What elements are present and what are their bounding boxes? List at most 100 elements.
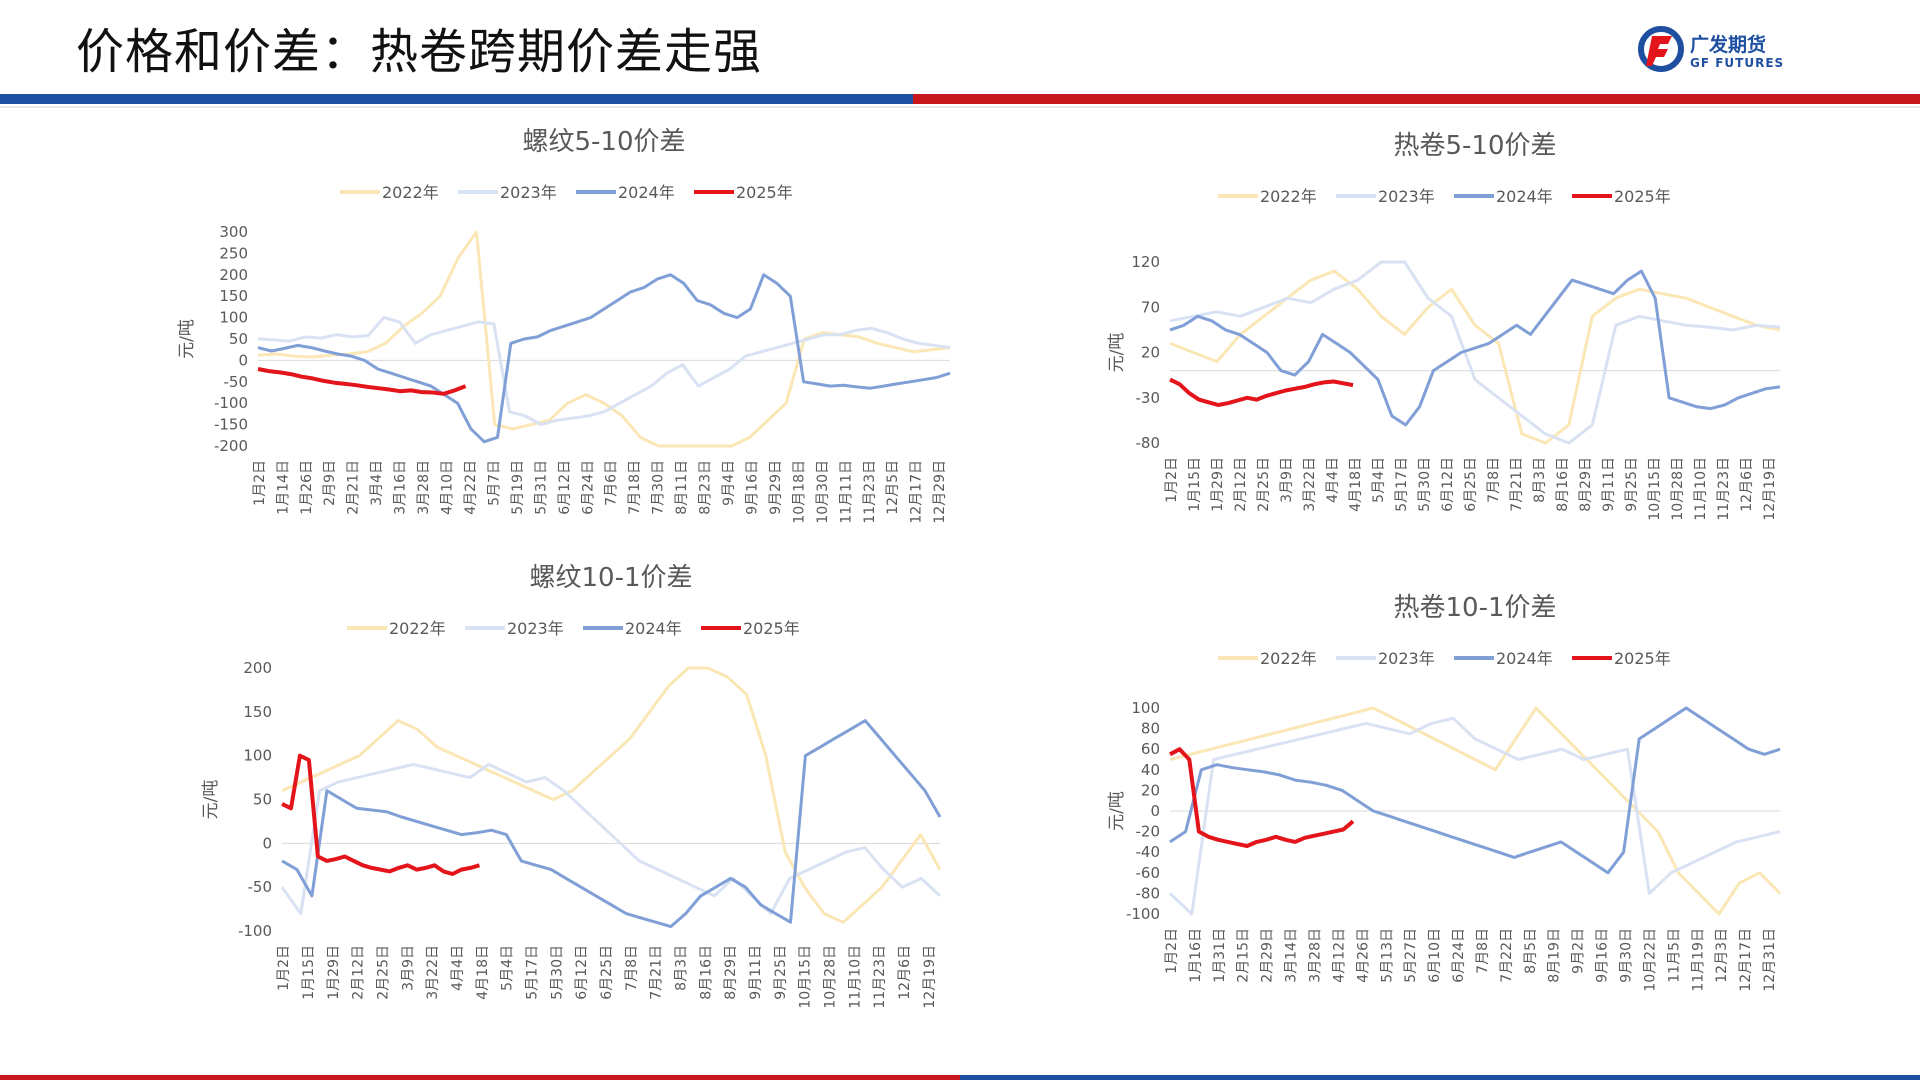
x-tick-label: 5月17日 (1394, 457, 1410, 512)
x-tick-label: 10月15日 (1647, 457, 1663, 521)
y-tick-label: -30 (1136, 389, 1161, 407)
x-tick-label: 4月26日 (1355, 928, 1371, 983)
legend-label: 2025年 (743, 619, 800, 638)
x-tick-label: 4月18日 (475, 945, 491, 1000)
y-tick-label: 100 (243, 747, 272, 765)
logo-text-cn: 广发期货 (1690, 34, 1767, 56)
legend-item: 2023年 (1336, 649, 1435, 668)
x-tick-label: 2月29日 (1260, 928, 1276, 983)
x-tick-label: 3月9日 (400, 945, 416, 991)
legend-label: 2024年 (625, 619, 682, 638)
x-tick-label: 11月5日 (1666, 928, 1682, 983)
chart-title: 螺纹10-1价差 (529, 563, 692, 593)
chart-svg: 螺纹10-1价差 2022年 2023年 2024年 2025年 -100 -50 0 50 10… (201, 563, 942, 1009)
x-tick-label: 12月31日 (1762, 928, 1778, 992)
x-tick-label: 1月26日 (299, 460, 315, 515)
x-tick-label: 3月16日 (393, 460, 409, 515)
legend-label: 2024年 (1496, 187, 1553, 206)
legend-label: 2022年 (1260, 187, 1317, 206)
x-tick-label: 4月4日 (1325, 457, 1341, 503)
y-tick-label: 100 (219, 309, 248, 327)
y-tick-label: -150 (214, 416, 248, 434)
x-tick-label: 5月27日 (1403, 928, 1419, 983)
y-axis-unit: 元/吨 (177, 319, 197, 359)
x-tick-label: 6月12日 (1440, 457, 1456, 512)
x-tick-label: 9月11日 (1601, 457, 1617, 512)
x-tick-label: 9月30日 (1618, 928, 1634, 983)
legend-item: 2022年 (1218, 187, 1317, 206)
x-tick-label: 9月29日 (768, 460, 784, 515)
legend-item: 2022年 (340, 183, 439, 202)
series-line-2024年 (257, 273, 951, 444)
x-tick-label: 1月2日 (1164, 457, 1180, 503)
series-line-2023年 (280, 762, 942, 915)
y-tick-label: 100 (1131, 699, 1160, 717)
x-tick-label: 1月15日 (301, 945, 317, 1000)
x-tick-label: 5月7日 (486, 460, 502, 506)
series-line-2025年 (257, 367, 467, 396)
x-tick-label: 11月19日 (1690, 928, 1706, 992)
x-tick-label: 3月28日 (1308, 928, 1324, 983)
legend-label: 2024年 (1496, 649, 1553, 668)
x-tick-label: 7月6日 (604, 460, 620, 506)
chart-title: 螺纹5-10价差 (522, 127, 685, 157)
series-line-2022年 (281, 666, 942, 924)
legend-item: 2022年 (1218, 649, 1317, 668)
x-tick-label: 3月4日 (369, 460, 385, 506)
x-tick-label: 1月31日 (1212, 928, 1228, 983)
legend-label: 2023年 (507, 619, 564, 638)
x-tick-label: 5月4日 (1371, 457, 1387, 503)
y-tick-label: 50 (229, 330, 248, 348)
y-tick-label: -20 (1136, 823, 1161, 841)
x-tick-label: 10月15日 (798, 945, 814, 1009)
x-tick-label: 6月25日 (599, 945, 615, 1000)
header-band-red (913, 94, 1920, 104)
legend-item: 2025年 (694, 183, 793, 202)
x-tick-label: 9月2日 (1571, 928, 1587, 974)
series-line-2022年 (257, 230, 951, 448)
chart-svg: 热卷5-10价差 2022年 2023年 2024年 2025年 -80 -30 20 70 12… (1107, 131, 1781, 521)
x-tick-label: 8月23日 (698, 460, 714, 515)
x-tick-label: 5月19日 (510, 460, 526, 515)
x-tick-label: 12月29日 (932, 460, 948, 524)
x-tick-label: 12月19日 (1762, 457, 1778, 521)
x-tick-label: 1月2日 (276, 945, 292, 991)
x-tick-label: 7月8日 (624, 945, 640, 991)
x-tick-label: 6月24日 (1451, 928, 1467, 983)
x-tick-label: 8月3日 (673, 945, 689, 991)
y-tick-label: 60 (1141, 740, 1160, 758)
x-tick-label: 8月3日 (1532, 457, 1548, 503)
x-tick-label: 8月29日 (723, 945, 739, 1000)
y-tick-label: 40 (1141, 761, 1160, 779)
x-tick-label: 1月29日 (326, 945, 342, 1000)
x-tick-label: 7月8日 (1475, 928, 1491, 974)
x-tick-label: 4月10日 (440, 460, 456, 515)
x-tick-label: 6月25日 (1463, 457, 1479, 512)
chart-svg: 热卷10-1价差 2022年 2023年 2024年 2025年 -100 -80 -60 -4… (1107, 593, 1782, 992)
legend-item: 2024年 (583, 619, 682, 638)
y-tick-label: -100 (214, 394, 248, 412)
series-line-2024年 (1169, 706, 1781, 875)
series-line-2022年 (1169, 706, 1782, 916)
x-tick-label: 1月29日 (1210, 457, 1226, 512)
x-tick-label: 10月28日 (1670, 457, 1686, 521)
x-tick-label: 7月8日 (1486, 457, 1502, 503)
header-divider (0, 106, 1920, 108)
chart-title: 热卷10-1价差 (1393, 593, 1556, 623)
footer-band-blue (960, 1075, 1920, 1080)
y-tick-label: -50 (248, 878, 273, 896)
chart-svg: 螺纹5-10价差 2022年 2023年 2024年 2025年 -200 -150 -100… (177, 127, 951, 524)
x-tick-label: 9月25日 (1624, 457, 1640, 512)
x-tick-label: 11月23日 (872, 945, 888, 1009)
x-tick-label: 5月17日 (525, 945, 541, 1000)
page-title: 价格和价差：热卷跨期价差走强 (76, 24, 763, 80)
x-tick-label: 2月12日 (1233, 457, 1249, 512)
legend-label: 2023年 (1378, 649, 1435, 668)
x-tick-label: 7月21日 (1509, 457, 1525, 512)
series-line-2023年 (1169, 260, 1781, 445)
x-tick-label: 6月12日 (557, 460, 573, 515)
legend-item: 2023年 (1336, 187, 1435, 206)
x-tick-label: 5月4日 (500, 945, 516, 991)
x-tick-label: 8月5日 (1523, 928, 1539, 974)
x-tick-label: 12月6日 (1739, 457, 1755, 512)
